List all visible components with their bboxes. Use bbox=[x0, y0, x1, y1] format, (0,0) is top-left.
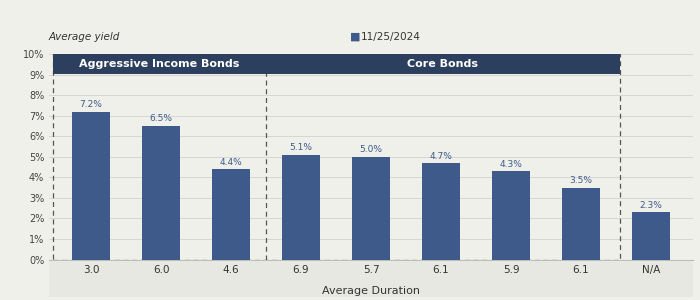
Text: 6.1: 6.1 bbox=[573, 265, 589, 275]
FancyBboxPatch shape bbox=[266, 54, 620, 74]
Text: 4.7%: 4.7% bbox=[430, 152, 452, 160]
Text: Core Bonds: Core Bonds bbox=[407, 59, 478, 69]
Text: 4.6: 4.6 bbox=[223, 265, 239, 275]
Text: Average Duration: Average Duration bbox=[322, 286, 420, 296]
Text: 7.2%: 7.2% bbox=[80, 100, 102, 109]
Text: Average yield: Average yield bbox=[49, 32, 120, 42]
Bar bbox=[281, 155, 321, 260]
Text: 6.0: 6.0 bbox=[153, 265, 169, 275]
FancyBboxPatch shape bbox=[52, 54, 266, 74]
Bar bbox=[211, 169, 251, 260]
Text: 3.0: 3.0 bbox=[83, 265, 99, 275]
Bar bbox=[491, 171, 531, 260]
Text: Aggressive Income Bonds: Aggressive Income Bonds bbox=[79, 59, 239, 69]
Bar bbox=[71, 112, 111, 260]
Bar bbox=[141, 126, 181, 260]
Text: 5.1%: 5.1% bbox=[290, 143, 312, 152]
Bar bbox=[561, 188, 601, 260]
Text: 6.1: 6.1 bbox=[433, 265, 449, 275]
Bar bbox=[351, 157, 391, 260]
Text: 2.3%: 2.3% bbox=[640, 201, 662, 210]
Text: 4.3%: 4.3% bbox=[500, 160, 522, 169]
Text: 6.5%: 6.5% bbox=[150, 115, 172, 124]
Text: N/A: N/A bbox=[642, 265, 660, 275]
Bar bbox=[631, 212, 671, 260]
Text: 4.4%: 4.4% bbox=[220, 158, 242, 167]
Text: 11/25/2024: 11/25/2024 bbox=[360, 32, 421, 42]
Text: 5.9: 5.9 bbox=[503, 265, 519, 275]
Text: 5.7: 5.7 bbox=[363, 265, 379, 275]
Text: ■: ■ bbox=[350, 32, 360, 42]
Text: 6.9: 6.9 bbox=[293, 265, 309, 275]
Text: 5.0%: 5.0% bbox=[360, 145, 382, 154]
Text: 3.5%: 3.5% bbox=[570, 176, 592, 185]
Bar bbox=[421, 163, 461, 260]
